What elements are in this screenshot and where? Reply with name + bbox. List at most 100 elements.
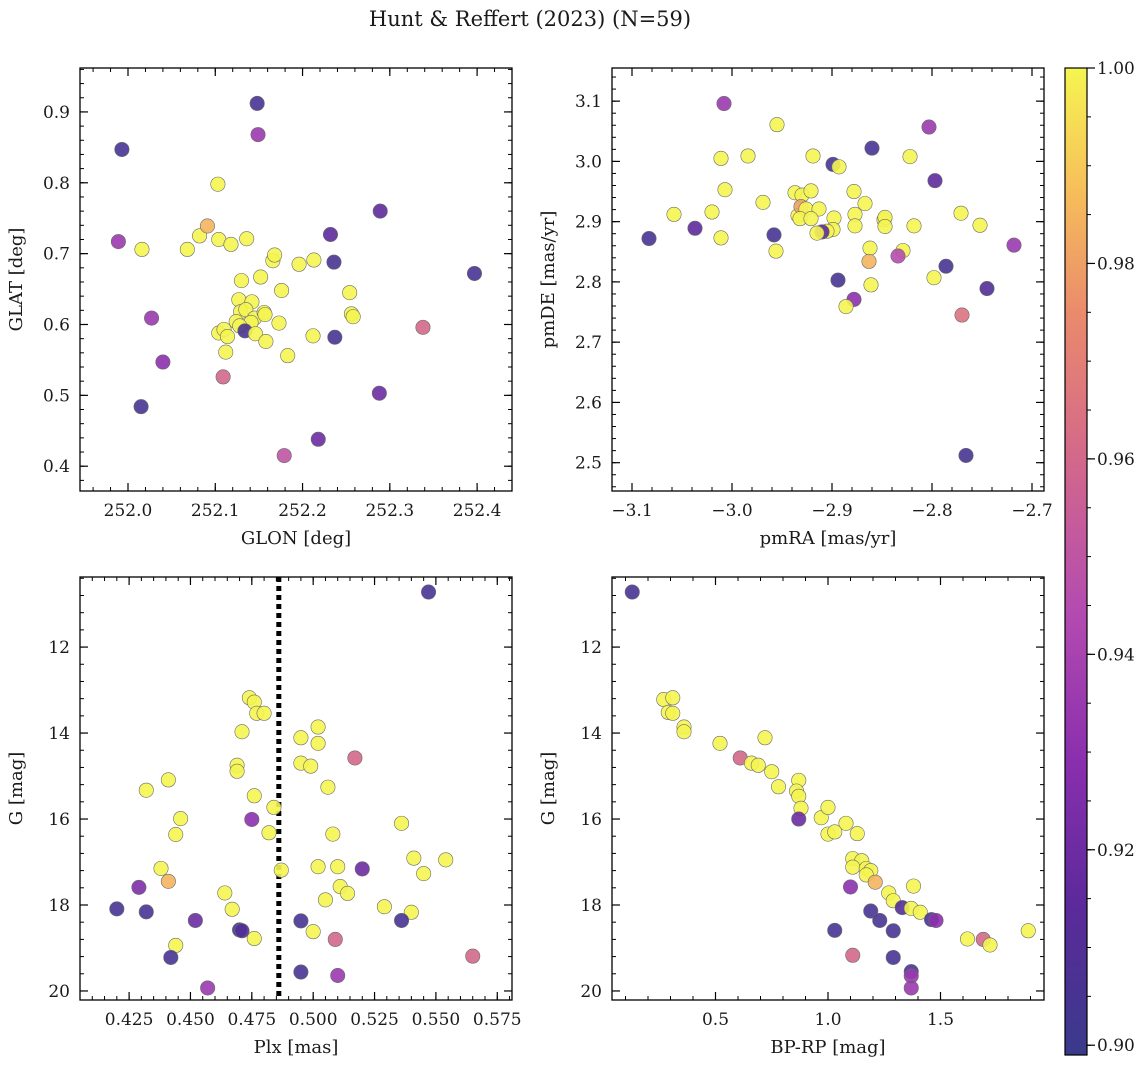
data-point xyxy=(224,901,240,917)
data-point xyxy=(713,150,729,166)
data-point xyxy=(766,227,782,243)
y-tick-label: 12 xyxy=(48,638,70,658)
data-point xyxy=(770,779,786,795)
data-point xyxy=(372,203,388,219)
data-point xyxy=(247,326,263,342)
x-tick-label: −2.9 xyxy=(811,501,852,521)
data-point xyxy=(110,234,126,250)
y-tick-label: 0.6 xyxy=(43,315,70,335)
data-point xyxy=(322,227,338,243)
data-point xyxy=(902,149,918,165)
data-point xyxy=(927,173,943,189)
data-point xyxy=(345,309,361,325)
data-point xyxy=(215,369,231,385)
y-tick-label: 14 xyxy=(48,724,70,744)
x-tick-label: −3.1 xyxy=(611,501,652,521)
data-point xyxy=(371,385,387,401)
data-point xyxy=(954,307,970,323)
data-point xyxy=(421,584,437,600)
data-point xyxy=(921,119,937,135)
data-point xyxy=(885,949,901,965)
colorbar-tick-label: 0.96 xyxy=(1097,450,1135,470)
data-point xyxy=(305,328,321,344)
x-tick-label: 1.5 xyxy=(927,1010,954,1030)
y-tick-label: 0.7 xyxy=(43,245,70,265)
data-point xyxy=(805,148,821,164)
data-point xyxy=(838,815,854,831)
data-point xyxy=(877,218,893,234)
data-point xyxy=(229,763,245,779)
data-point xyxy=(310,719,326,735)
data-point xyxy=(310,859,326,875)
data-point xyxy=(687,220,703,236)
x-tick-label: 252.3 xyxy=(365,501,414,521)
y-tick-label: 3.1 xyxy=(575,92,602,112)
colorbar-tick-label: 0.92 xyxy=(1097,841,1135,861)
data-point xyxy=(330,967,346,983)
colorbar-gradient xyxy=(1064,67,1088,1056)
x-axis-label: GLON [deg] xyxy=(241,528,351,549)
data-point xyxy=(256,705,272,721)
data-point xyxy=(716,96,732,112)
x-tick-label: 0.475 xyxy=(227,1010,276,1030)
panel-pm: −3.1 −3.0 −2.9 −2.8 −2.7 2.5 2.6 2.7 2.8 2.9 3.0 3.… xyxy=(538,67,1053,549)
data-point xyxy=(138,904,154,920)
data-point xyxy=(827,824,843,840)
y-tick-label: 2.9 xyxy=(575,213,602,233)
data-point xyxy=(827,922,843,938)
x-tick-label: 0.5 xyxy=(702,1010,729,1030)
data-point xyxy=(258,333,274,349)
data-point xyxy=(320,779,336,795)
data-point xyxy=(846,184,862,200)
data-point xyxy=(624,584,640,600)
data-point xyxy=(740,148,756,164)
data-point xyxy=(168,826,184,842)
y-tick-label: 2.6 xyxy=(575,393,602,413)
data-point xyxy=(276,448,292,464)
data-point xyxy=(200,980,216,996)
data-point xyxy=(233,273,249,289)
y-tick-label: 12 xyxy=(580,638,602,658)
data-point xyxy=(958,447,974,463)
data-point xyxy=(830,272,846,288)
data-point xyxy=(293,913,309,929)
y-tick-label: 0.8 xyxy=(43,174,70,194)
y-axis-label: pmDE [mas/yr] xyxy=(538,211,559,349)
data-point xyxy=(809,225,825,241)
colorbar-tick-label: 0.98 xyxy=(1097,254,1135,274)
y-tick-label: 3.0 xyxy=(575,152,602,172)
x-axis-label: BP-RP [mag] xyxy=(770,1037,885,1058)
data-point xyxy=(293,730,309,746)
data-point xyxy=(1006,237,1022,253)
data-point xyxy=(219,329,235,345)
colorbar-tick-label: 0.90 xyxy=(1097,1036,1135,1056)
x-tick-label: 0.500 xyxy=(289,1010,338,1030)
data-point xyxy=(173,811,189,827)
data-point xyxy=(953,205,969,221)
data-point xyxy=(905,878,921,894)
data-point xyxy=(712,735,728,751)
data-point xyxy=(133,399,149,415)
data-point xyxy=(394,912,410,928)
panel-glon-glat: 252.0 252.1 252.2 252.3 252.4 0.4 0.5 0.6 0.7 0.8… xyxy=(6,67,513,549)
data-point xyxy=(109,901,125,917)
data-point xyxy=(342,285,358,301)
data-point xyxy=(114,141,130,157)
data-point xyxy=(273,862,289,878)
data-point xyxy=(768,243,784,259)
axes-frame xyxy=(79,576,513,1001)
data-point xyxy=(926,270,942,286)
data-point xyxy=(354,861,370,877)
data-point xyxy=(257,307,273,323)
data-point xyxy=(155,354,171,370)
data-point xyxy=(803,211,819,227)
data-point xyxy=(153,860,169,876)
data-point xyxy=(750,757,766,773)
data-point xyxy=(438,852,454,868)
data-point xyxy=(134,241,150,257)
data-point xyxy=(306,252,322,268)
data-point xyxy=(253,269,269,285)
axes-frame xyxy=(611,67,1045,492)
data-point xyxy=(131,879,147,895)
data-point xyxy=(903,980,919,996)
